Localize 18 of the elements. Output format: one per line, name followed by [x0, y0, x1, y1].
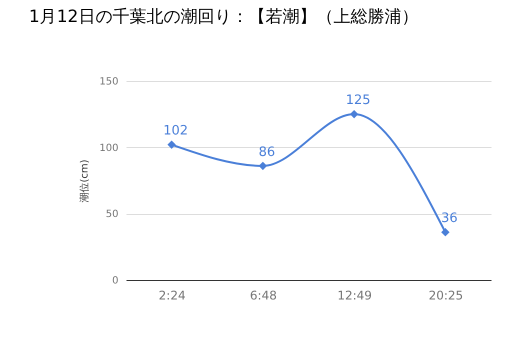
x-tick-label: 12:49 [337, 288, 372, 302]
y-tick-label: 0 [112, 276, 118, 286]
point [167, 140, 176, 149]
data-label: 125 [346, 93, 371, 108]
data-label: 102 [163, 124, 188, 139]
x-tick-label: 2:24 [158, 288, 186, 302]
y-tick-label: 50 [106, 209, 118, 220]
y-tick-label: 100 [99, 142, 118, 154]
x-tick-label: 6:48 [250, 288, 277, 302]
chart-title: 1月12日の千葉北の潮回り：【若潮】（上総勝浦） [28, 7, 418, 27]
x-tick-label: 20:25 [428, 288, 464, 302]
y-tick-label: 150 [99, 76, 118, 88]
point [350, 110, 358, 118]
point [258, 162, 268, 170]
data-label: 86 [258, 144, 276, 160]
data-label: 36 [441, 211, 458, 226]
y-axis-title: 潮位(cm) [78, 159, 90, 203]
point [441, 228, 450, 236]
